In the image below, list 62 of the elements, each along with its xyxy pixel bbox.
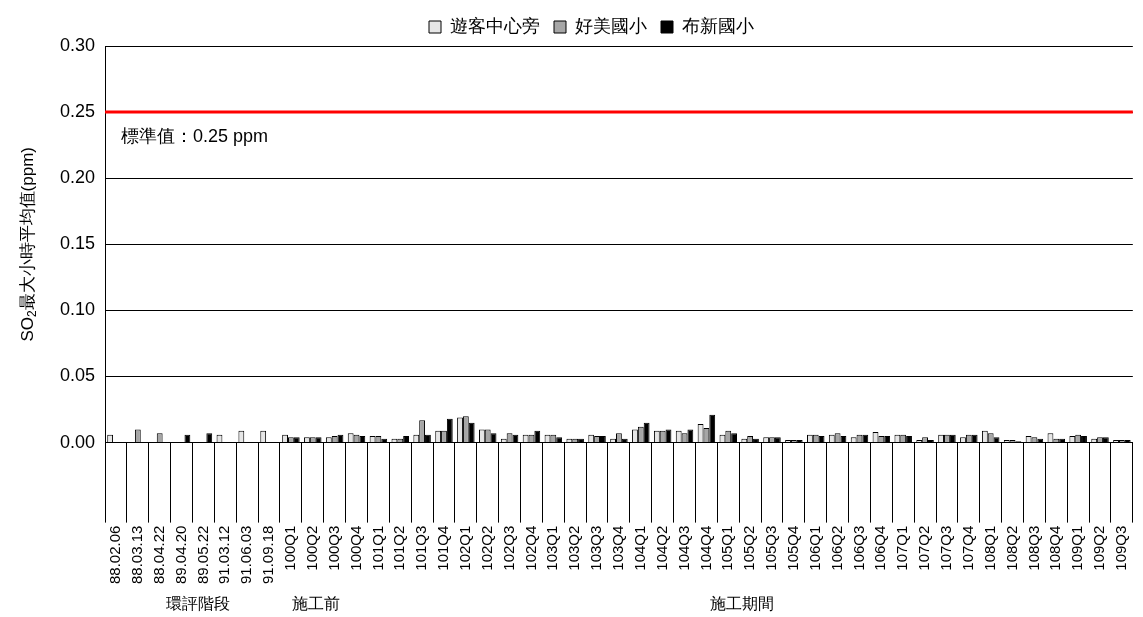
x-tick-label: 100Q3 <box>324 525 342 571</box>
x-tick-label: 104Q1 <box>630 525 648 571</box>
legend-label: 好美國小 <box>575 15 647 36</box>
text: 施工前 <box>291 595 340 613</box>
x-tick-label: 89.04.20 <box>171 525 189 584</box>
x-tick-label: 103Q2 <box>565 525 583 571</box>
x-tick-label: 91.09.18 <box>259 525 277 584</box>
x-tick-label: 106Q2 <box>827 525 845 571</box>
x-tick-label: 89.05.22 <box>193 525 211 584</box>
y-tick-label: 0.10 <box>59 299 96 320</box>
x-tick-label: 100Q2 <box>302 525 320 571</box>
x-tick-label: 101Q2 <box>390 525 408 571</box>
x-tick-label: 104Q4 <box>696 525 714 571</box>
x-tick-label: 107Q3 <box>937 525 955 571</box>
x-tick-label: 108Q4 <box>1046 525 1064 571</box>
x-tick-label: 103Q1 <box>543 525 561 571</box>
x-tick-label: 108Q1 <box>980 525 998 571</box>
x-tick-label: 106Q4 <box>871 525 889 571</box>
x-tick-label: 109Q1 <box>1068 525 1086 571</box>
y-tick-label: 0.00 <box>59 431 96 452</box>
x-tick-label: 108Q3 <box>1024 525 1042 571</box>
x-tick-label: 108Q2 <box>1002 525 1020 571</box>
x-tick-label: 106Q1 <box>805 525 823 571</box>
x-tick-label: 102Q3 <box>499 525 517 571</box>
y-axis-title: SO2最大小時平均值(ppm) <box>17 147 40 342</box>
x-tick-label: 101Q4 <box>434 525 452 571</box>
x-tick-label: 88.02.06 <box>106 525 124 584</box>
y-tick-label: 0.15 <box>59 233 96 254</box>
x-tick-label: 102Q4 <box>521 525 539 571</box>
x-tick-label: 109Q2 <box>1090 525 1108 571</box>
x-tick-label: 103Q3 <box>587 525 605 571</box>
x-tick-label: 103Q4 <box>609 525 627 571</box>
x-tick-label: 109Q3 <box>1112 525 1130 571</box>
y-tick-label: 0.05 <box>59 365 96 386</box>
x-tick-label: 104Q3 <box>674 525 692 571</box>
x-tick-label: 101Q3 <box>412 525 430 571</box>
y-tick-label: 0.30 <box>59 34 96 55</box>
x-tick-label: 100Q1 <box>281 525 299 571</box>
x-tick-label: 107Q4 <box>958 525 976 571</box>
x-tick-label: 88.04.22 <box>149 525 167 584</box>
x-tick-label: 101Q1 <box>368 525 386 571</box>
x-tick-label: 107Q1 <box>893 525 911 571</box>
text: 施工期間 <box>710 595 775 613</box>
x-tick-label: 102Q2 <box>477 525 495 571</box>
x-tick-label: 105Q1 <box>718 525 736 571</box>
x-tick-label: 107Q2 <box>915 525 933 571</box>
x-tick-label: 106Q3 <box>849 525 867 571</box>
x-tick-label: 104Q2 <box>652 525 670 571</box>
x-tick-label: 88.03.13 <box>127 525 145 584</box>
ref-line-label: 標準值：0.25 ppm <box>121 126 269 147</box>
legend-label: 布新國小 <box>682 15 754 36</box>
x-tick-label: 100Q4 <box>346 525 364 571</box>
x-tick-label: 91.06.03 <box>237 525 255 584</box>
x-tick-label: 91.03.12 <box>215 525 233 584</box>
x-tick-label: 105Q2 <box>740 525 758 571</box>
y-tick-label: 0.20 <box>59 167 96 188</box>
y-tick-label: 0.25 <box>59 101 96 122</box>
x-tick-label: 105Q4 <box>784 525 802 571</box>
x-tick-label: 105Q3 <box>762 525 780 571</box>
x-tick-label: 102Q1 <box>456 525 473 571</box>
text: 環評階段 <box>165 595 230 613</box>
legend-label: 遊客中心旁 <box>450 15 540 36</box>
